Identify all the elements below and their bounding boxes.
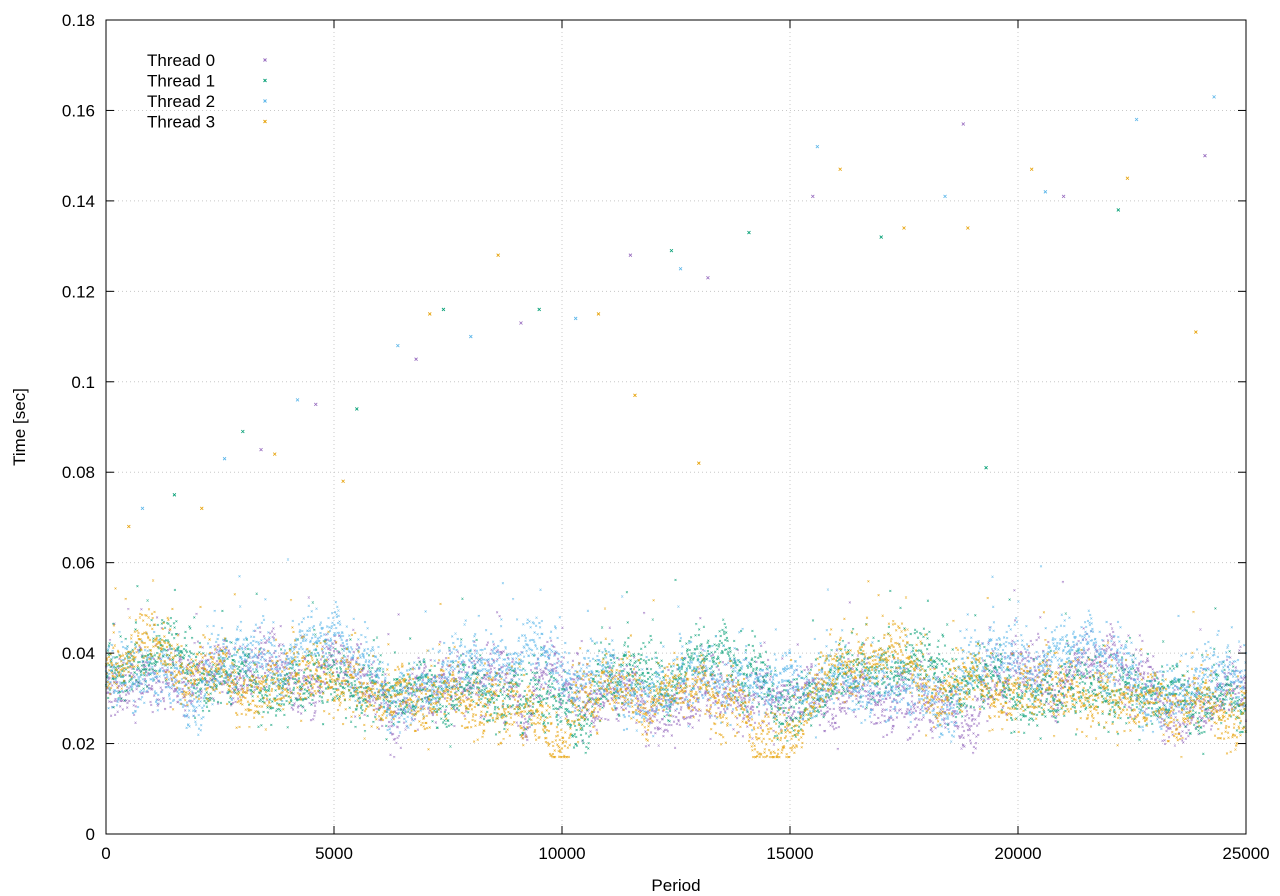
outlier-point — [140, 506, 145, 511]
outlier-point — [966, 226, 970, 230]
y-tick-label: 0.1 — [71, 373, 95, 392]
outlier-point — [519, 321, 523, 325]
y-tick-label: 0.06 — [62, 554, 95, 573]
outlier-point — [669, 248, 674, 253]
y-tick-label: 0.16 — [62, 101, 95, 120]
outlier-point — [259, 447, 263, 452]
outlier-point — [1029, 167, 1034, 172]
outlier-point — [1194, 330, 1198, 334]
outlier-point — [879, 235, 883, 239]
data-points — [104, 95, 1248, 759]
outlier-point — [1125, 176, 1130, 181]
legend-marker — [263, 99, 267, 103]
y-tick-label: 0.02 — [62, 735, 95, 754]
outlier-point — [496, 253, 500, 257]
x-tick-label: 25000 — [1222, 844, 1269, 863]
outlier-point — [469, 334, 473, 339]
outlier-point — [341, 479, 345, 484]
outlier-point — [943, 194, 947, 199]
outlier-point — [628, 253, 633, 257]
outlier-point — [984, 465, 988, 470]
outlier-point — [1116, 208, 1121, 212]
y-tick-label: 0.14 — [62, 192, 95, 211]
legend-entry-label: Thread 0 — [147, 51, 215, 70]
outlier-point — [537, 307, 541, 312]
y-tick-label: 0.04 — [62, 644, 95, 663]
outlier-point — [414, 357, 418, 361]
y-tick-label: 0.12 — [62, 282, 95, 301]
outlier-point — [127, 524, 131, 529]
outlier-point — [815, 144, 820, 149]
outlier-point — [396, 343, 400, 348]
outlier-point — [1203, 153, 1207, 158]
outlier-point — [706, 275, 710, 280]
legend-entry-label: Thread 2 — [147, 92, 215, 111]
outlier-point — [573, 316, 578, 321]
legend-marker — [263, 58, 267, 62]
series-0-cloud — [104, 580, 1248, 759]
outlier-point — [596, 312, 601, 316]
plot-frame — [105, 19, 1247, 835]
outlier-point — [199, 506, 204, 511]
outlier-point — [747, 230, 751, 235]
outlier-point — [838, 167, 842, 172]
y-tick-label: 0 — [86, 825, 95, 844]
y-tick-label: 0.18 — [62, 11, 95, 30]
grid-lines — [106, 20, 1246, 834]
outlier-point — [1212, 95, 1216, 99]
y-tick-label: 0.08 — [62, 463, 95, 482]
outlier-point — [961, 122, 966, 126]
outlier-point — [441, 307, 446, 312]
outlier-point — [1134, 117, 1139, 122]
outlier-point — [633, 393, 637, 398]
outlier-point — [811, 194, 815, 199]
outlier-point — [222, 456, 227, 461]
legend-entry-label: Thread 1 — [147, 72, 215, 91]
legend-entry-label: Thread 3 — [147, 113, 215, 132]
outlier-point — [1043, 190, 1048, 194]
outlier-point — [295, 398, 300, 402]
outlier-point — [427, 312, 432, 316]
x-tick-labels: 0 5000 10000 15000 20000 25000 — [101, 844, 1269, 863]
legend-marker — [263, 78, 267, 83]
x-tick-label: 10000 — [538, 844, 585, 863]
outlier-point — [241, 429, 245, 434]
outlier-point — [1061, 194, 1066, 199]
outlier-point — [902, 226, 906, 230]
x-tick-label: 5000 — [315, 844, 353, 863]
x-tick-label: 0 — [101, 844, 110, 863]
outlier-point — [313, 402, 318, 407]
outlier-point — [697, 461, 701, 465]
outlier-point — [272, 452, 277, 456]
y-axis-label: Time [sec] — [10, 388, 29, 466]
axis-ticks — [105, 19, 1247, 835]
legend-marker — [263, 119, 267, 124]
x-tick-label: 20000 — [994, 844, 1041, 863]
x-axis-label: Period — [651, 876, 700, 895]
x-tick-label: 15000 — [766, 844, 813, 863]
outlier-point — [172, 493, 177, 497]
y-tick-labels: 0 0.02 0.04 0.06 0.08 0.1 0.12 0.14 0.16 0.18 — [62, 11, 95, 844]
outlier-point — [355, 407, 359, 411]
outlier-point — [678, 266, 683, 271]
